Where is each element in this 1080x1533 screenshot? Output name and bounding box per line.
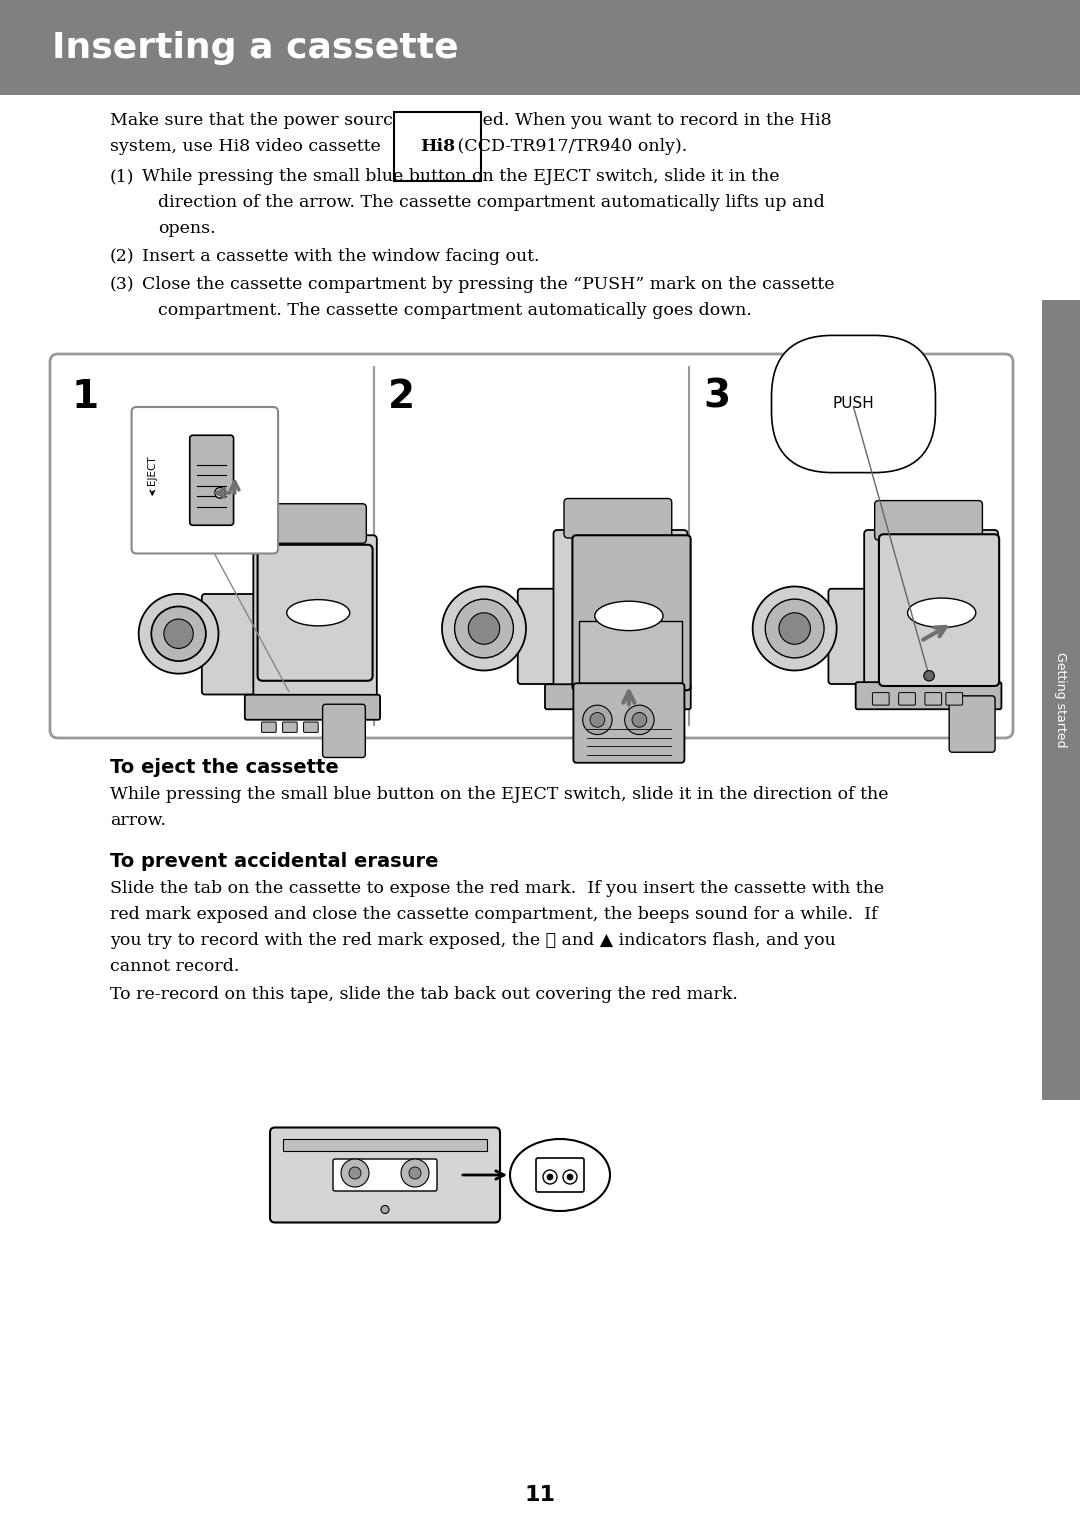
- Circle shape: [779, 613, 810, 644]
- Text: (3): (3): [110, 276, 135, 293]
- Text: To prevent accidental erasure: To prevent accidental erasure: [110, 852, 438, 871]
- FancyBboxPatch shape: [245, 694, 380, 721]
- Text: direction of the arrow. The cassette compartment automatically lifts up and: direction of the arrow. The cassette com…: [158, 195, 825, 212]
- FancyBboxPatch shape: [270, 1127, 500, 1222]
- Circle shape: [923, 670, 934, 681]
- Circle shape: [563, 1170, 577, 1183]
- FancyBboxPatch shape: [949, 696, 995, 753]
- Circle shape: [583, 705, 612, 734]
- FancyBboxPatch shape: [572, 535, 690, 690]
- Text: 11: 11: [525, 1485, 555, 1505]
- Text: Getting started: Getting started: [1054, 652, 1067, 748]
- Circle shape: [164, 619, 193, 648]
- Circle shape: [632, 713, 647, 727]
- Circle shape: [442, 587, 526, 670]
- FancyBboxPatch shape: [261, 722, 276, 733]
- Circle shape: [753, 587, 837, 670]
- FancyBboxPatch shape: [579, 621, 683, 684]
- Text: (2): (2): [110, 248, 135, 265]
- Text: 3: 3: [703, 379, 730, 415]
- FancyBboxPatch shape: [564, 498, 672, 538]
- Text: (1): (1): [110, 169, 135, 185]
- Text: (CCD-TR917/TR940 only).: (CCD-TR917/TR940 only).: [453, 138, 687, 155]
- Text: Slide the tab on the cassette to expose the red mark.  If you insert the cassett: Slide the tab on the cassette to expose …: [110, 880, 885, 897]
- FancyBboxPatch shape: [545, 684, 691, 710]
- Circle shape: [624, 705, 654, 734]
- Text: compartment. The cassette compartment automatically goes down.: compartment. The cassette compartment au…: [158, 302, 752, 319]
- FancyBboxPatch shape: [875, 501, 983, 540]
- Text: To re-record on this tape, slide the tab back out covering the red mark.: To re-record on this tape, slide the tab…: [110, 986, 738, 1003]
- Circle shape: [590, 713, 605, 727]
- FancyBboxPatch shape: [638, 696, 685, 753]
- Text: cannot record.: cannot record.: [110, 958, 240, 975]
- Text: system, use Hi8 video cassette: system, use Hi8 video cassette: [110, 138, 387, 155]
- Ellipse shape: [286, 599, 350, 625]
- Text: While pressing the small blue button on the EJECT switch, slide it in the direct: While pressing the small blue button on …: [110, 786, 889, 803]
- Text: Hi8: Hi8: [420, 138, 455, 155]
- Text: opens.: opens.: [158, 221, 216, 238]
- Ellipse shape: [595, 601, 663, 630]
- FancyBboxPatch shape: [190, 435, 233, 526]
- Text: you try to record with the red mark exposed, the ⓡ and ▲ indicators flash, and y: you try to record with the red mark expo…: [110, 932, 836, 949]
- FancyBboxPatch shape: [0, 0, 1080, 95]
- FancyBboxPatch shape: [573, 684, 685, 763]
- Circle shape: [151, 607, 206, 661]
- FancyBboxPatch shape: [899, 693, 916, 705]
- Circle shape: [543, 1170, 557, 1183]
- Circle shape: [409, 1167, 421, 1179]
- FancyBboxPatch shape: [323, 704, 365, 757]
- Ellipse shape: [510, 1139, 610, 1211]
- FancyBboxPatch shape: [1042, 300, 1080, 1101]
- Text: Insert a cassette with the window facing out.: Insert a cassette with the window facing…: [141, 248, 540, 265]
- Circle shape: [349, 1167, 361, 1179]
- FancyBboxPatch shape: [879, 533, 999, 685]
- Text: red mark exposed and close the cassette compartment, the beeps sound for a while: red mark exposed and close the cassette …: [110, 906, 878, 923]
- Circle shape: [381, 1205, 389, 1214]
- Text: 1: 1: [72, 379, 99, 415]
- Circle shape: [546, 1174, 553, 1180]
- FancyBboxPatch shape: [873, 693, 889, 705]
- Circle shape: [567, 1174, 573, 1180]
- Circle shape: [341, 1159, 369, 1187]
- Circle shape: [215, 487, 226, 498]
- FancyBboxPatch shape: [924, 693, 942, 705]
- FancyBboxPatch shape: [132, 406, 278, 553]
- FancyBboxPatch shape: [517, 589, 566, 684]
- Text: Make sure that the power source is installed. When you want to record in the Hi8: Make sure that the power source is insta…: [110, 112, 832, 129]
- Text: EJECT: EJECT: [147, 455, 158, 484]
- Text: Inserting a cassette: Inserting a cassette: [52, 31, 459, 64]
- Text: arrow.: arrow.: [110, 812, 166, 829]
- FancyBboxPatch shape: [283, 1139, 487, 1150]
- Circle shape: [138, 593, 218, 673]
- FancyBboxPatch shape: [50, 354, 1013, 737]
- Text: 2: 2: [388, 379, 415, 415]
- Text: To eject the cassette: To eject the cassette: [110, 757, 339, 777]
- Text: PUSH: PUSH: [833, 397, 875, 411]
- FancyBboxPatch shape: [333, 1159, 437, 1191]
- Circle shape: [401, 1159, 429, 1187]
- FancyBboxPatch shape: [946, 693, 962, 705]
- FancyBboxPatch shape: [258, 544, 373, 681]
- FancyBboxPatch shape: [828, 589, 876, 684]
- FancyBboxPatch shape: [864, 530, 998, 696]
- FancyBboxPatch shape: [536, 1157, 584, 1193]
- FancyBboxPatch shape: [855, 682, 1001, 710]
- FancyBboxPatch shape: [254, 535, 377, 707]
- Text: Close the cassette compartment by pressing the “PUSH” mark on the cassette: Close the cassette compartment by pressi…: [141, 276, 835, 293]
- FancyBboxPatch shape: [303, 722, 319, 733]
- FancyBboxPatch shape: [264, 504, 366, 543]
- FancyBboxPatch shape: [554, 530, 688, 696]
- Circle shape: [766, 599, 824, 658]
- Circle shape: [469, 613, 500, 644]
- FancyBboxPatch shape: [283, 722, 297, 733]
- Ellipse shape: [907, 598, 976, 627]
- Circle shape: [455, 599, 513, 658]
- Text: While pressing the small blue button on the EJECT switch, slide it in the: While pressing the small blue button on …: [141, 169, 780, 185]
- FancyBboxPatch shape: [202, 593, 266, 694]
